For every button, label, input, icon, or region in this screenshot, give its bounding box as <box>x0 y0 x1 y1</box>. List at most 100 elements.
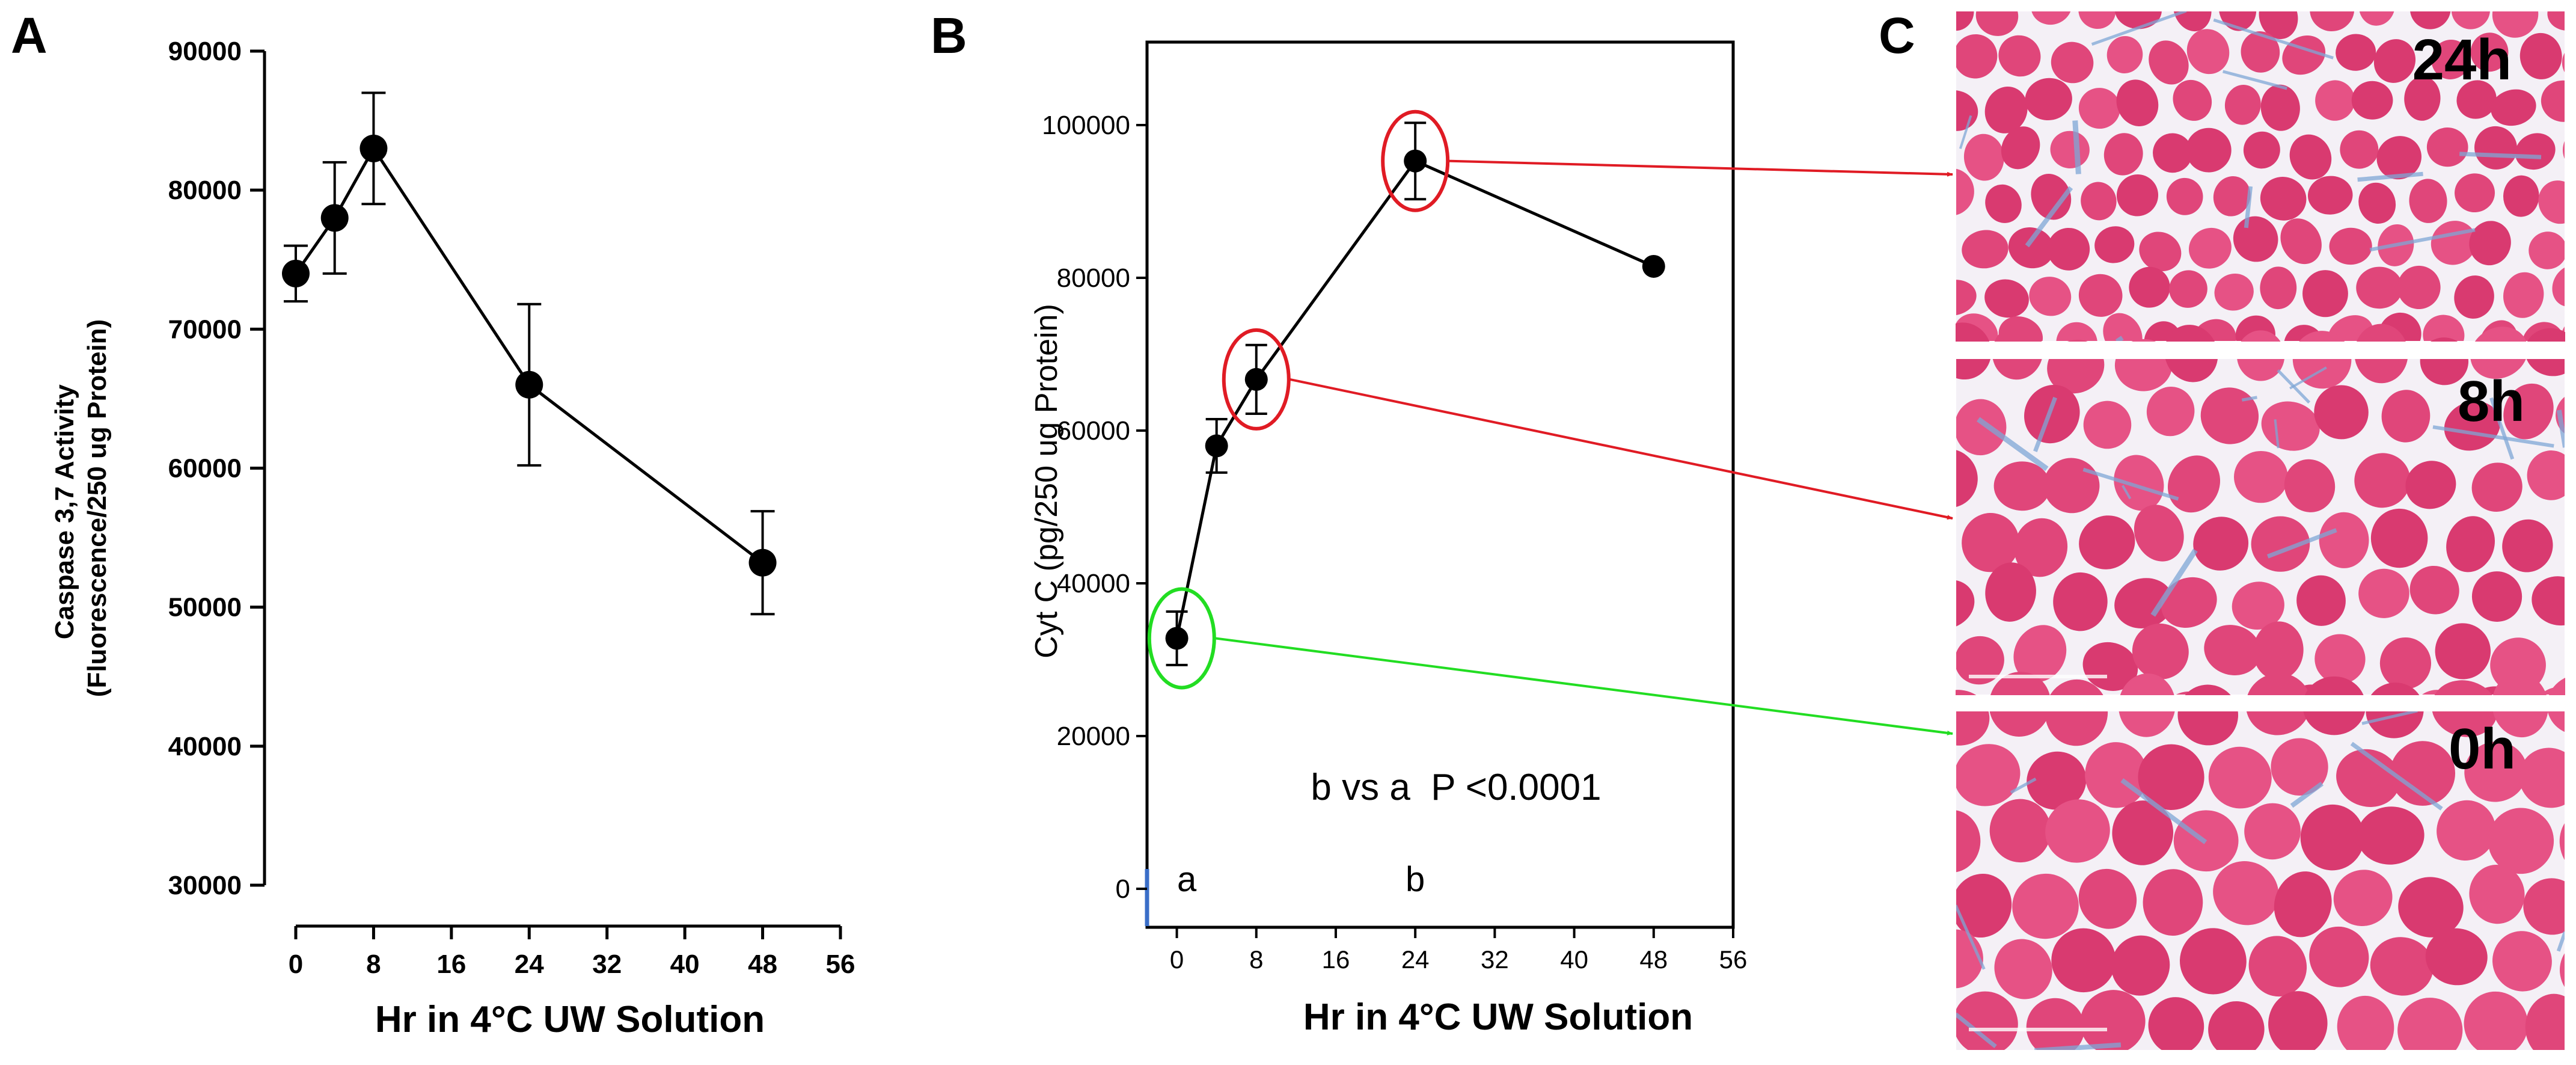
connective-strand <box>2241 396 2257 402</box>
muscle-fiber <box>2525 993 2576 1061</box>
muscle-fiber <box>2426 127 2468 167</box>
muscle-fiber <box>2085 742 2148 808</box>
muscle-fiber <box>2214 273 2254 311</box>
chart-a-x-ticks: 0 8 16 24 32 40 48 56 <box>289 926 855 979</box>
connective-strand <box>2290 781 2324 808</box>
muscle-fiber <box>2491 89 2536 126</box>
muscle-fiber <box>2146 387 2195 437</box>
connective-strand <box>2244 186 2253 229</box>
micrograph-0h <box>1923 672 2576 1063</box>
muscle-fiber <box>1998 35 2041 77</box>
muscle-fiber <box>2078 274 2123 317</box>
muscle-fiber <box>1954 744 2021 806</box>
muscle-fiber <box>2244 803 2301 860</box>
muscle-fiber <box>2116 174 2159 216</box>
muscle-fiber <box>2251 516 2310 572</box>
muscle-fiber <box>2397 265 2441 309</box>
connective-strand <box>2082 467 2179 501</box>
muscle-fiber <box>2027 751 2087 810</box>
muscle-fiber <box>2314 634 2366 684</box>
muscle-fiber <box>1993 461 2051 511</box>
muscle-fiber <box>2373 39 2416 83</box>
chart-b-x-tick-label: 24 <box>1401 945 1430 974</box>
chart-b-y-tick-label: 40000 <box>1057 569 1130 598</box>
muscle-fiber <box>2409 565 2459 615</box>
micrograph-mask-bottom <box>1888 1051 2576 1065</box>
muscle-fiber <box>2437 800 2496 861</box>
muscle-fiber <box>2186 29 2230 75</box>
chart-a-x-tick-label: 0 <box>289 950 303 979</box>
chart-b-y-ticks: 0 20000 40000 60000 80000 100000 <box>1042 111 1149 926</box>
muscle-fiber <box>1954 636 2004 685</box>
muscle-fiber <box>2024 384 2080 444</box>
muscle-fiber <box>2398 877 2464 938</box>
muscle-fiber <box>1951 873 2012 938</box>
connective-strand <box>2489 397 2515 460</box>
muscle-fiber <box>2435 623 2491 680</box>
muscle-fiber <box>2261 401 2320 451</box>
connector-arrows <box>1215 159 1953 735</box>
muscle-fiber <box>2464 741 2527 802</box>
muscle-fiber <box>2502 519 2553 572</box>
chart-b-y-tick-label: 60000 <box>1057 416 1130 446</box>
muscle-fiber <box>1984 86 2028 134</box>
micrograph-mask-gap-2 <box>1888 695 2576 711</box>
muscle-fiber <box>2078 88 2120 129</box>
chart-a-axes <box>263 51 840 928</box>
muscle-fiber <box>2134 505 2184 562</box>
muscle-fiber <box>2503 383 2554 440</box>
panel-label-b: B <box>931 7 967 64</box>
chart-a-y-tick-label: 60000 <box>168 454 242 483</box>
chart-a-x-tick-label: 8 <box>366 950 381 979</box>
muscle-fiber <box>1953 991 2018 1056</box>
muscle-fiber <box>2193 517 2249 571</box>
muscle-fiber <box>2224 85 2261 125</box>
chart-b-x-tick-label: 48 <box>1639 945 1668 974</box>
muscle-fiber <box>2248 936 2307 997</box>
muscle-fiber <box>2492 931 2552 992</box>
panel-c: 24h 8h 0h <box>1888 0 2576 1065</box>
muscle-fiber <box>2404 76 2441 121</box>
chart-a-x-tick-label: 16 <box>436 950 466 979</box>
muscle-fiber <box>2186 127 2232 173</box>
chart-a-x-tick-label: 40 <box>670 950 700 979</box>
muscle-fiber <box>2379 637 2432 689</box>
chart-b-data-point <box>1642 254 1665 278</box>
muscle-fiber <box>2307 176 2353 215</box>
chart-a-y-tick-label: 90000 <box>168 37 242 66</box>
muscle-fiber <box>2454 275 2494 319</box>
muscle-fiber <box>2112 800 2174 865</box>
muscle-fiber <box>2047 227 2090 271</box>
chart-a-y-tick-label: 70000 <box>168 315 242 344</box>
chart-b-x-axis-label: Hr in 4°C UW Solution <box>1303 996 1693 1038</box>
chart-a-y-tick-label: 30000 <box>168 871 242 900</box>
muscle-fiber <box>2503 175 2539 217</box>
muscle-fiber <box>2114 578 2173 628</box>
muscle-fiber <box>2488 808 2554 874</box>
chart-b: 0 20000 40000 60000 80000 100000 0 8 16 24 32 40 48… <box>1029 40 1747 1038</box>
muscle-fiber <box>2274 871 2332 938</box>
panel-label-a: A <box>11 7 47 64</box>
muscle-fiber <box>2025 78 2072 121</box>
muscle-fiber <box>2180 928 2247 995</box>
muscle-fiber <box>2315 80 2355 121</box>
muscle-fiber <box>2446 516 2495 572</box>
muscle-fiber <box>2083 401 2132 449</box>
chart-a-y-axis-label-line-1: Caspase 3,7 Activity <box>50 384 79 639</box>
chart-a-y-ticks: 30000 40000 50000 60000 70000 80000 90000 <box>168 37 265 900</box>
muscle-fiber <box>2138 744 2204 811</box>
muscle-fiber <box>2381 390 2431 443</box>
muscle-fiber <box>2116 79 2159 126</box>
connective-strand <box>2361 709 2418 725</box>
muscle-fiber <box>1984 279 2029 318</box>
muscle-fiber <box>1963 134 2004 181</box>
muscle-fiber <box>2103 133 2143 176</box>
chart-a-data-point <box>320 204 349 232</box>
chart-b-x-tick-label: 16 <box>1322 945 1350 974</box>
muscle-fiber <box>2241 31 2280 73</box>
muscle-fiber <box>2527 450 2575 500</box>
muscle-fiber <box>2354 453 2411 508</box>
muscle-fiber <box>2014 518 2068 577</box>
muscle-fiber <box>2013 625 2067 683</box>
chart-b-x-tick-label: 40 <box>1560 945 1588 974</box>
